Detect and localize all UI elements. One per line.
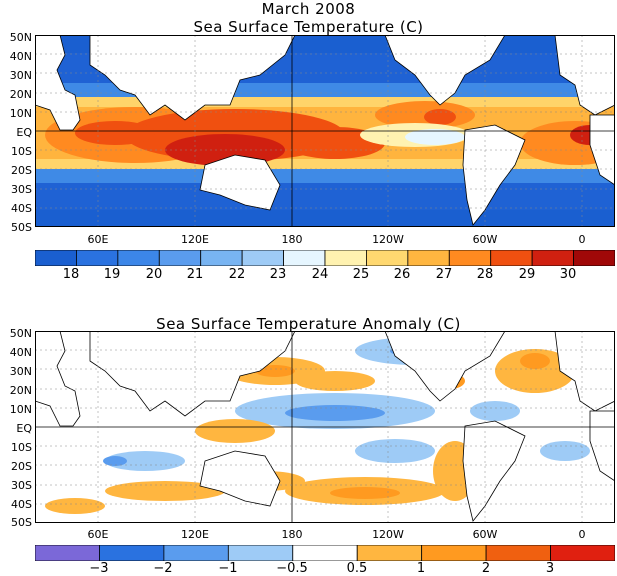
anomaly-colorbar-swatch bbox=[356, 545, 423, 561]
sst-colorbar-swatch bbox=[324, 250, 367, 266]
anomaly-colorbar-label: −0.5 bbox=[276, 561, 308, 576]
anomaly-lat-label: 10N bbox=[9, 403, 32, 416]
anomaly-colorbar-label: −2 bbox=[153, 561, 173, 576]
anomaly-lon-label: 180 bbox=[281, 528, 303, 541]
anomaly-colorbar-swatch bbox=[99, 545, 165, 561]
anomaly-colorbar-swatch bbox=[163, 545, 229, 561]
sst-lat-label: 40N bbox=[9, 50, 32, 63]
sst-colorbar-label: 26 bbox=[393, 267, 411, 282]
sst-colorbar-label: 18 bbox=[62, 267, 80, 282]
anomaly-colorbar-swatch bbox=[421, 545, 487, 561]
sst-lon-label: 180 bbox=[281, 233, 303, 246]
anomaly-lat-label: 30S bbox=[11, 479, 32, 492]
anomaly-colorbar-swatch bbox=[227, 545, 294, 561]
anomaly-lon-label: 60W bbox=[472, 528, 498, 541]
anomaly-colorbar-label: 3 bbox=[545, 561, 555, 576]
sst-lon-label: 60E bbox=[87, 233, 109, 246]
sst-lat-label: 50S bbox=[11, 221, 32, 234]
anomaly-lat-label: 50S bbox=[11, 516, 32, 529]
sst-lat-label: 50N bbox=[9, 31, 32, 44]
anomaly-colorbar bbox=[35, 545, 615, 561]
sst-lat-label: 20S bbox=[11, 164, 32, 177]
sst-lon-label: 0 bbox=[578, 233, 586, 246]
sst-lon-label: 120W bbox=[372, 233, 404, 246]
sst-colorbar-swatch bbox=[117, 250, 160, 266]
sst-colorbar-label: 24 bbox=[311, 267, 329, 282]
sst-colorbar-swatch bbox=[76, 250, 119, 266]
sst-colorbar-swatch bbox=[366, 250, 409, 266]
sst-colorbar-swatch bbox=[283, 250, 326, 266]
sst-lat-label: 10N bbox=[9, 107, 32, 120]
sst-lat-label: 40S bbox=[11, 202, 32, 215]
sst-colorbar-swatch bbox=[573, 250, 615, 266]
anomaly-map bbox=[35, 331, 615, 523]
anomaly-colorbar-label: 2 bbox=[481, 561, 491, 576]
sst-lat-label: 30N bbox=[9, 69, 32, 82]
anomaly-lon-label: 120E bbox=[181, 528, 209, 541]
sst-colorbar-label: 22 bbox=[228, 267, 246, 282]
sst-lat-label: 30S bbox=[11, 183, 32, 196]
anomaly-panel-title: Sea Surface Temperature Anomaly (C) bbox=[156, 315, 461, 333]
sst-colorbar-label: 25 bbox=[352, 267, 370, 282]
sst-colorbar-swatch bbox=[158, 250, 202, 266]
sst-colorbar-swatch bbox=[490, 250, 533, 266]
anomaly-colorbar-label: −3 bbox=[89, 561, 109, 576]
sst-colorbar-label: 23 bbox=[269, 267, 287, 282]
sst-colorbar-swatch bbox=[35, 250, 77, 266]
sst-colorbar-label: 19 bbox=[103, 267, 121, 282]
anomaly-lat-label: 40N bbox=[9, 346, 32, 359]
sst-lon-label: 120E bbox=[181, 233, 209, 246]
anomaly-colorbar-swatch bbox=[292, 545, 358, 561]
sst-colorbar-label: 30 bbox=[559, 267, 577, 282]
anomaly-lat-label: 50N bbox=[9, 327, 32, 340]
anomaly-lat-label: 30N bbox=[9, 365, 32, 378]
anomaly-lon-label: 0 bbox=[578, 528, 586, 541]
anomaly-colorbar-swatch bbox=[485, 545, 551, 561]
main-title: March 2008 bbox=[261, 0, 356, 18]
anomaly-lon-label: 60E bbox=[87, 528, 109, 541]
sst-colorbar-label: 27 bbox=[435, 267, 453, 282]
anomaly-lon-label: 120W bbox=[372, 528, 404, 541]
anomaly-lat-label: EQ bbox=[16, 422, 32, 435]
anomaly-lat-label: 20S bbox=[11, 460, 32, 473]
sst-panel-title: Sea Surface Temperature (C) bbox=[193, 18, 424, 36]
sst-colorbar-swatch bbox=[241, 250, 284, 266]
sst-colorbar-swatch bbox=[531, 250, 574, 266]
sst-map bbox=[35, 35, 615, 227]
sst-colorbar-swatch bbox=[407, 250, 450, 266]
anomaly-lat-label: 10S bbox=[11, 441, 32, 454]
anomaly-colorbar-label: 0.5 bbox=[346, 561, 368, 576]
sst-colorbar-label: 21 bbox=[186, 267, 204, 282]
anomaly-lat-label: 20N bbox=[9, 384, 32, 397]
anomaly-lat-label: 40S bbox=[11, 498, 32, 511]
sst-colorbar-label: 20 bbox=[145, 267, 163, 282]
sst-colorbar-swatch bbox=[448, 250, 492, 266]
sst-lat-label: 20N bbox=[9, 88, 32, 101]
sst-colorbar-label: 28 bbox=[476, 267, 494, 282]
sst-lat-label: 10S bbox=[11, 145, 32, 158]
sst-colorbar-swatch bbox=[200, 250, 243, 266]
sst-lon-label: 60W bbox=[472, 233, 498, 246]
sst-colorbar-label: 29 bbox=[518, 267, 536, 282]
anomaly-colorbar-swatch bbox=[35, 545, 100, 561]
anomaly-colorbar-label: −1 bbox=[218, 561, 238, 576]
anomaly-colorbar-label: 1 bbox=[416, 561, 426, 576]
anomaly-colorbar-swatch bbox=[550, 545, 615, 561]
sst-lat-label: EQ bbox=[16, 126, 32, 139]
sst-colorbar bbox=[35, 250, 615, 266]
